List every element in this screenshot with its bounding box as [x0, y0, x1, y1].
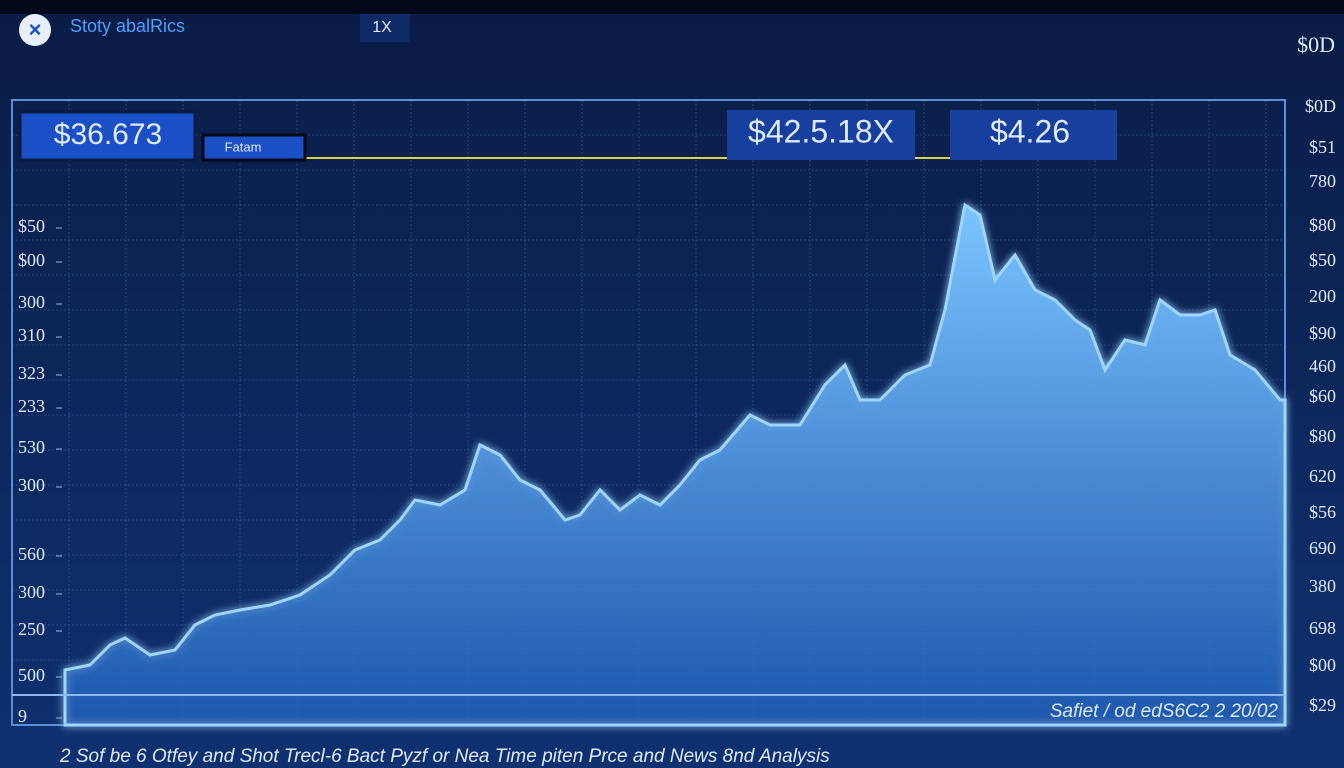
left-axis-label: 300 [18, 475, 45, 495]
left-axis-label: 323 [18, 363, 45, 383]
right-axis-label: $50 [1309, 250, 1336, 270]
price-box-text: $4.26 [990, 113, 1070, 149]
app-icon[interactable] [19, 14, 51, 46]
right-axis-label: $0D [1305, 96, 1336, 116]
left-axis-label: 560 [18, 544, 45, 564]
tag-box [201, 133, 307, 162]
corner-value: $0D [1297, 32, 1335, 57]
left-axis-label: 300 [18, 582, 45, 602]
price-area [63, 202, 1287, 727]
right-axis-label: 380 [1309, 576, 1336, 596]
right-axis-label: 780 [1309, 171, 1336, 191]
right-axis-label: $51 [1309, 137, 1336, 157]
right-axis-label: $56 [1309, 502, 1336, 522]
price-box-text: $36.673 [54, 118, 162, 151]
axes: $50 $00 300 310 323 233 530 300 560 300 250 500 9 $0D… [18, 96, 1336, 726]
price-box [18, 110, 197, 162]
app-title: Stoty abalRics [70, 16, 185, 36]
price-box-text: $42.5.18X [748, 113, 894, 149]
right-axis-label: $60 [1309, 386, 1336, 406]
tag-text: Fatam [225, 139, 262, 154]
left-axis-label: 250 [18, 619, 45, 639]
right-axis-label: 460 [1309, 356, 1336, 376]
timestamp: Safiet / od edS6C2 2 20/02 [1050, 701, 1279, 722]
zoom-button[interactable] [360, 14, 410, 42]
caption: 2 Sof be 6 Otfey and Shot Trecl-6 Bact P… [59, 746, 830, 767]
left-axis-label: $00 [18, 250, 45, 270]
app-icon-glyph: × [29, 17, 42, 42]
right-axis-label: $00 [1309, 655, 1336, 675]
right-axis-label: $29 [1309, 695, 1336, 715]
right-axis-label: $80 [1309, 426, 1336, 446]
right-axis-label: $90 [1309, 323, 1336, 343]
left-axis-label: 310 [18, 325, 45, 345]
right-axis-label: 690 [1309, 538, 1336, 558]
left-axis-label: 530 [18, 437, 45, 457]
price-box [950, 110, 1117, 160]
right-axis-label: 698 [1309, 618, 1336, 638]
right-axis-label: 200 [1309, 286, 1336, 306]
left-axis-label: $50 [18, 216, 45, 236]
top-bar [0, 0, 1344, 14]
left-axis-label: 9 [18, 706, 27, 726]
left-axis-label: 300 [18, 292, 45, 312]
left-axis-label: 233 [18, 396, 45, 416]
left-axis-label: 500 [18, 665, 45, 685]
right-axis-label: $80 [1309, 215, 1336, 235]
right-axis-label: 620 [1309, 466, 1336, 486]
zoom-label: 1X [372, 19, 392, 36]
price-box [727, 110, 915, 160]
